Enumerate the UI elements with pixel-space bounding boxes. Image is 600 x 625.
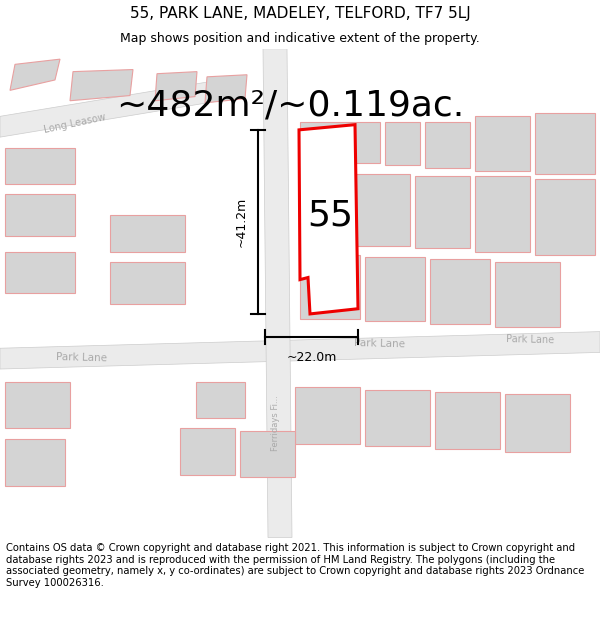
Polygon shape — [505, 394, 570, 452]
Polygon shape — [535, 113, 595, 174]
Text: ~41.2m: ~41.2m — [235, 197, 248, 247]
Polygon shape — [5, 251, 75, 293]
Polygon shape — [263, 49, 292, 538]
Polygon shape — [5, 148, 75, 184]
Polygon shape — [300, 254, 360, 319]
Text: 55: 55 — [307, 198, 353, 232]
Polygon shape — [385, 121, 420, 165]
Polygon shape — [495, 262, 560, 328]
Polygon shape — [0, 80, 220, 137]
Text: Ferridays Fi...: Ferridays Fi... — [271, 395, 280, 451]
Polygon shape — [196, 381, 245, 418]
Polygon shape — [475, 116, 530, 171]
Polygon shape — [5, 439, 65, 486]
Polygon shape — [240, 431, 295, 477]
Text: ~482m²/~0.119ac.: ~482m²/~0.119ac. — [116, 89, 464, 123]
Polygon shape — [295, 387, 360, 444]
Polygon shape — [365, 257, 425, 321]
Polygon shape — [415, 176, 470, 248]
Polygon shape — [299, 124, 358, 314]
Polygon shape — [435, 392, 500, 449]
Polygon shape — [300, 174, 350, 246]
Text: 55, PARK LANE, MADELEY, TELFORD, TF7 5LJ: 55, PARK LANE, MADELEY, TELFORD, TF7 5LJ — [130, 6, 470, 21]
Polygon shape — [300, 121, 380, 163]
Polygon shape — [180, 428, 235, 475]
Text: Map shows position and indicative extent of the property.: Map shows position and indicative extent… — [120, 31, 480, 44]
Text: Park Lane: Park Lane — [355, 338, 406, 350]
Polygon shape — [475, 176, 530, 251]
Text: Park Lane: Park Lane — [506, 334, 554, 346]
Polygon shape — [205, 75, 247, 103]
Text: Contains OS data © Crown copyright and database right 2021. This information is : Contains OS data © Crown copyright and d… — [6, 543, 584, 588]
Polygon shape — [355, 174, 410, 246]
Polygon shape — [365, 390, 430, 446]
Polygon shape — [5, 381, 70, 428]
Polygon shape — [425, 121, 470, 168]
Polygon shape — [10, 59, 60, 91]
Polygon shape — [110, 215, 185, 251]
Polygon shape — [70, 69, 133, 101]
Polygon shape — [0, 332, 600, 369]
Polygon shape — [5, 194, 75, 236]
Text: ~22.0m: ~22.0m — [286, 351, 337, 364]
Polygon shape — [535, 179, 595, 254]
Polygon shape — [110, 262, 185, 304]
Polygon shape — [155, 72, 197, 101]
Text: Long Leasow: Long Leasow — [43, 112, 107, 135]
Polygon shape — [430, 259, 490, 324]
Text: Park Lane: Park Lane — [56, 352, 107, 363]
